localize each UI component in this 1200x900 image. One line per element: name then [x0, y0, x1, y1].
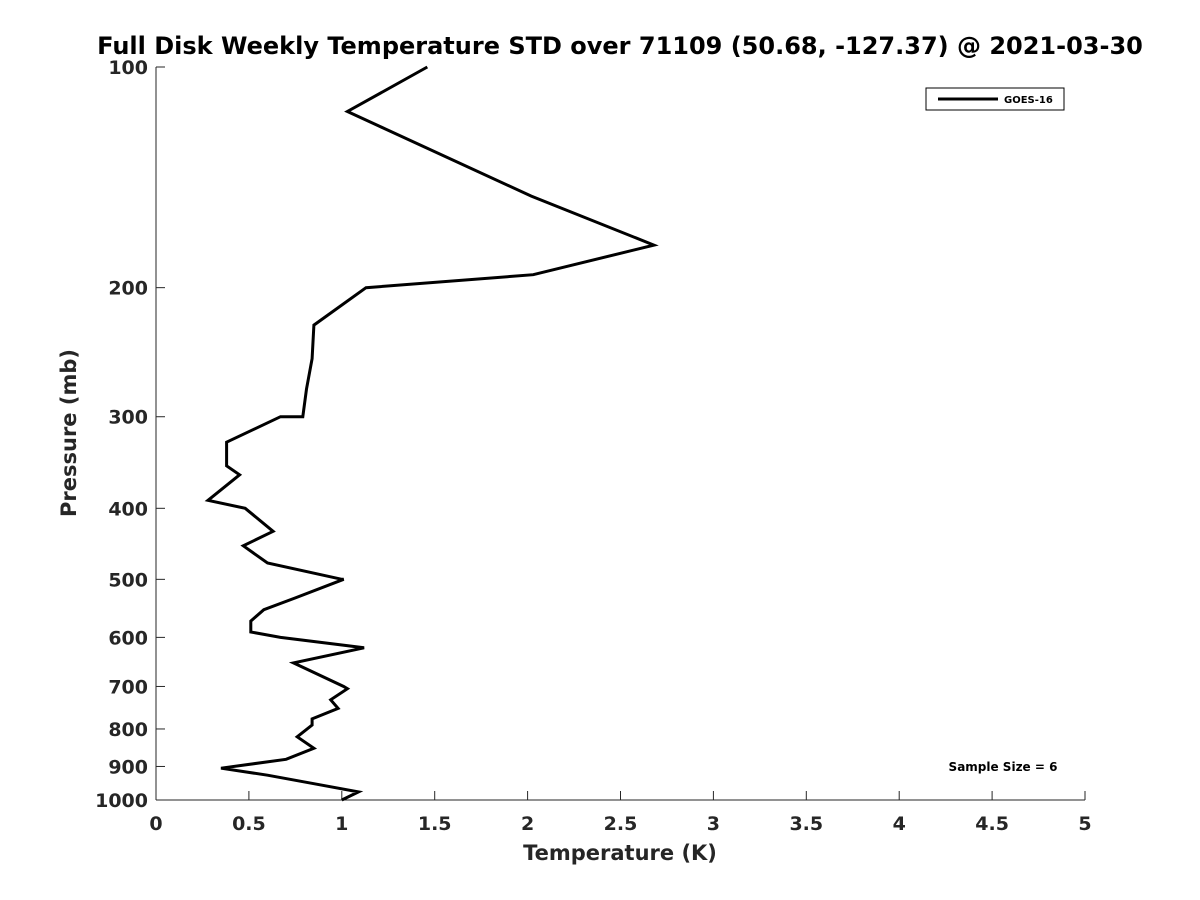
series-line-goes-16	[204, 65, 659, 802]
x-tick-label: 4	[893, 813, 906, 835]
plot-frame	[155, 67, 1085, 801]
y-tick-label: 900	[108, 756, 148, 778]
sample-size-annotation: Sample Size = 6	[949, 760, 1058, 774]
x-tick-label: 3.5	[789, 813, 823, 835]
x-tick-label: 3	[707, 813, 720, 835]
chart-title: Full Disk Weekly Temperature STD over 71…	[97, 32, 1143, 60]
x-tick-label: 0.5	[232, 813, 266, 835]
y-tick-label: 600	[108, 627, 148, 649]
x-tick-label: 0	[149, 813, 162, 835]
y-tick-label: 100	[108, 57, 148, 79]
x-tick-label: 4.5	[975, 813, 1009, 835]
x-tick-label: 2	[521, 813, 534, 835]
y-tick-label: 200	[108, 278, 148, 300]
y-tick-label: 300	[108, 407, 148, 429]
x-axis: 0 0.5 1 1.5 2 2.5 3 3.5 4 4.5 5	[149, 791, 1092, 835]
legend: GOES-16	[925, 87, 1065, 111]
x-tick-label: 1	[335, 813, 348, 835]
y-tick-label: 700	[108, 676, 148, 698]
y-tick-label: 400	[108, 498, 148, 520]
y-tick-label: 1000	[95, 790, 148, 812]
y-tick-label: 500	[108, 569, 148, 591]
x-tick-label: 1.5	[418, 813, 452, 835]
series-layer	[204, 65, 659, 802]
y-tick-label: 800	[108, 719, 148, 741]
x-axis-label: Temperature (K)	[523, 841, 717, 865]
legend-label-goes-16: GOES-16	[1004, 95, 1053, 106]
x-tick-label: 5	[1078, 813, 1091, 835]
y-axis-label: Pressure (mb)	[57, 349, 81, 517]
x-tick-label: 2.5	[604, 813, 638, 835]
y-axis: 100 200 300 400 500 600 700 800 900 1000	[95, 57, 165, 812]
